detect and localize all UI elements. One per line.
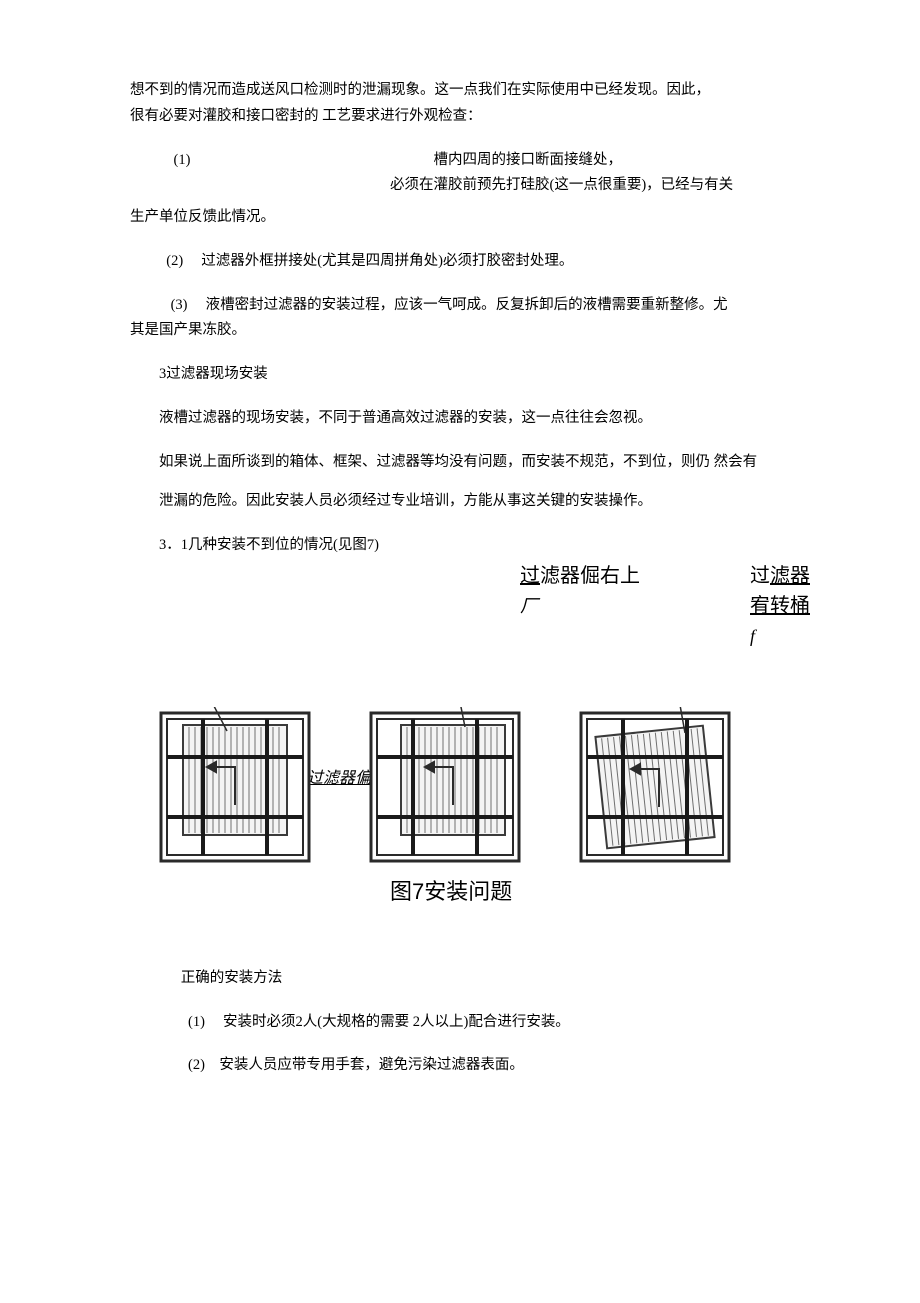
item-2: (2) 过滤器外框拼接处(尤其是四周拼角处)必须打胶密封处理。 xyxy=(166,251,810,273)
para-correct-method: 正确的安装方法 xyxy=(181,968,810,990)
figure-7: 过滤器偏上 xyxy=(130,707,810,867)
item-3b: 其是国产果冻胶。 xyxy=(130,320,810,342)
method-item-1: (1) 安装时必须2人(大规格的需要 2人以上)配合进行安装。 xyxy=(188,1012,810,1034)
item-1-text1: 槽内四周的接口断面接缝处， xyxy=(434,150,623,172)
diagram-filter-up xyxy=(155,707,315,867)
figure-label-right: 过滤器宥转桶 f xyxy=(750,561,810,650)
item-1-text3: 生产单位反馈此情况。 xyxy=(130,207,810,229)
item-1-text2: 必须在灌胶前预先打硅胶(这一点很重要)，已经与有关 xyxy=(390,175,810,197)
figure-label-middle-line2: 厂 xyxy=(520,593,640,620)
figure-label-middle-u: 过 xyxy=(520,565,540,587)
figure-7-caption: 图7安装问题 xyxy=(390,875,810,908)
figure-label-right-pre: 过 xyxy=(750,565,770,587)
figure-label-right-line2: f xyxy=(750,623,810,650)
intro-line1: 想不到的情况而造成送风口检测时的泄漏现象。这一点我们在实际使用中已经发现。因此， xyxy=(130,80,810,102)
heading-3: 3过滤器现场安装 xyxy=(130,364,810,386)
intro-line2: 很有必要对灌胶和接口密封的 工艺要求进行外观检查： xyxy=(130,106,810,128)
para-7: 3．1几种安装不到位的情况(见图7) xyxy=(130,535,810,557)
diagram-filter-upper-right xyxy=(365,707,525,867)
figure-label-middle: 过滤器倔右上 厂 xyxy=(520,561,640,620)
para-4: 液槽过滤器的现场安装，不同于普通高效过滤器的安装，这一点往往会忽视。 xyxy=(130,408,810,430)
diagram-filter-rotated xyxy=(575,707,735,867)
figure-top-labels: 过滤器倔右上 厂 过滤器宥转桶 f xyxy=(130,561,810,617)
item-1-number: (1) xyxy=(130,150,434,172)
para-6: 泄漏的危险。因此安装人员必须经过专业培训，方能从事这关键的安装操作。 xyxy=(130,491,810,513)
method-item-2: (2) 安装人员应带专用手套，避免污染过滤器表面。 xyxy=(188,1055,810,1077)
item-1-row1: (1) 槽内四周的接口断面接缝处， xyxy=(130,150,810,172)
para-5: 如果说上面所谈到的箱体、框架、过滤器等均没有问题，而安装不规范，不到位，则仍 然… xyxy=(130,452,810,474)
figure-label-middle-rest: 滤器倔右上 xyxy=(540,565,640,587)
item-3a: (3) 液槽密封过滤器的安装过程，应该一气呵成。反复拆卸后的液槽需要重新整修。尤 xyxy=(171,295,810,317)
